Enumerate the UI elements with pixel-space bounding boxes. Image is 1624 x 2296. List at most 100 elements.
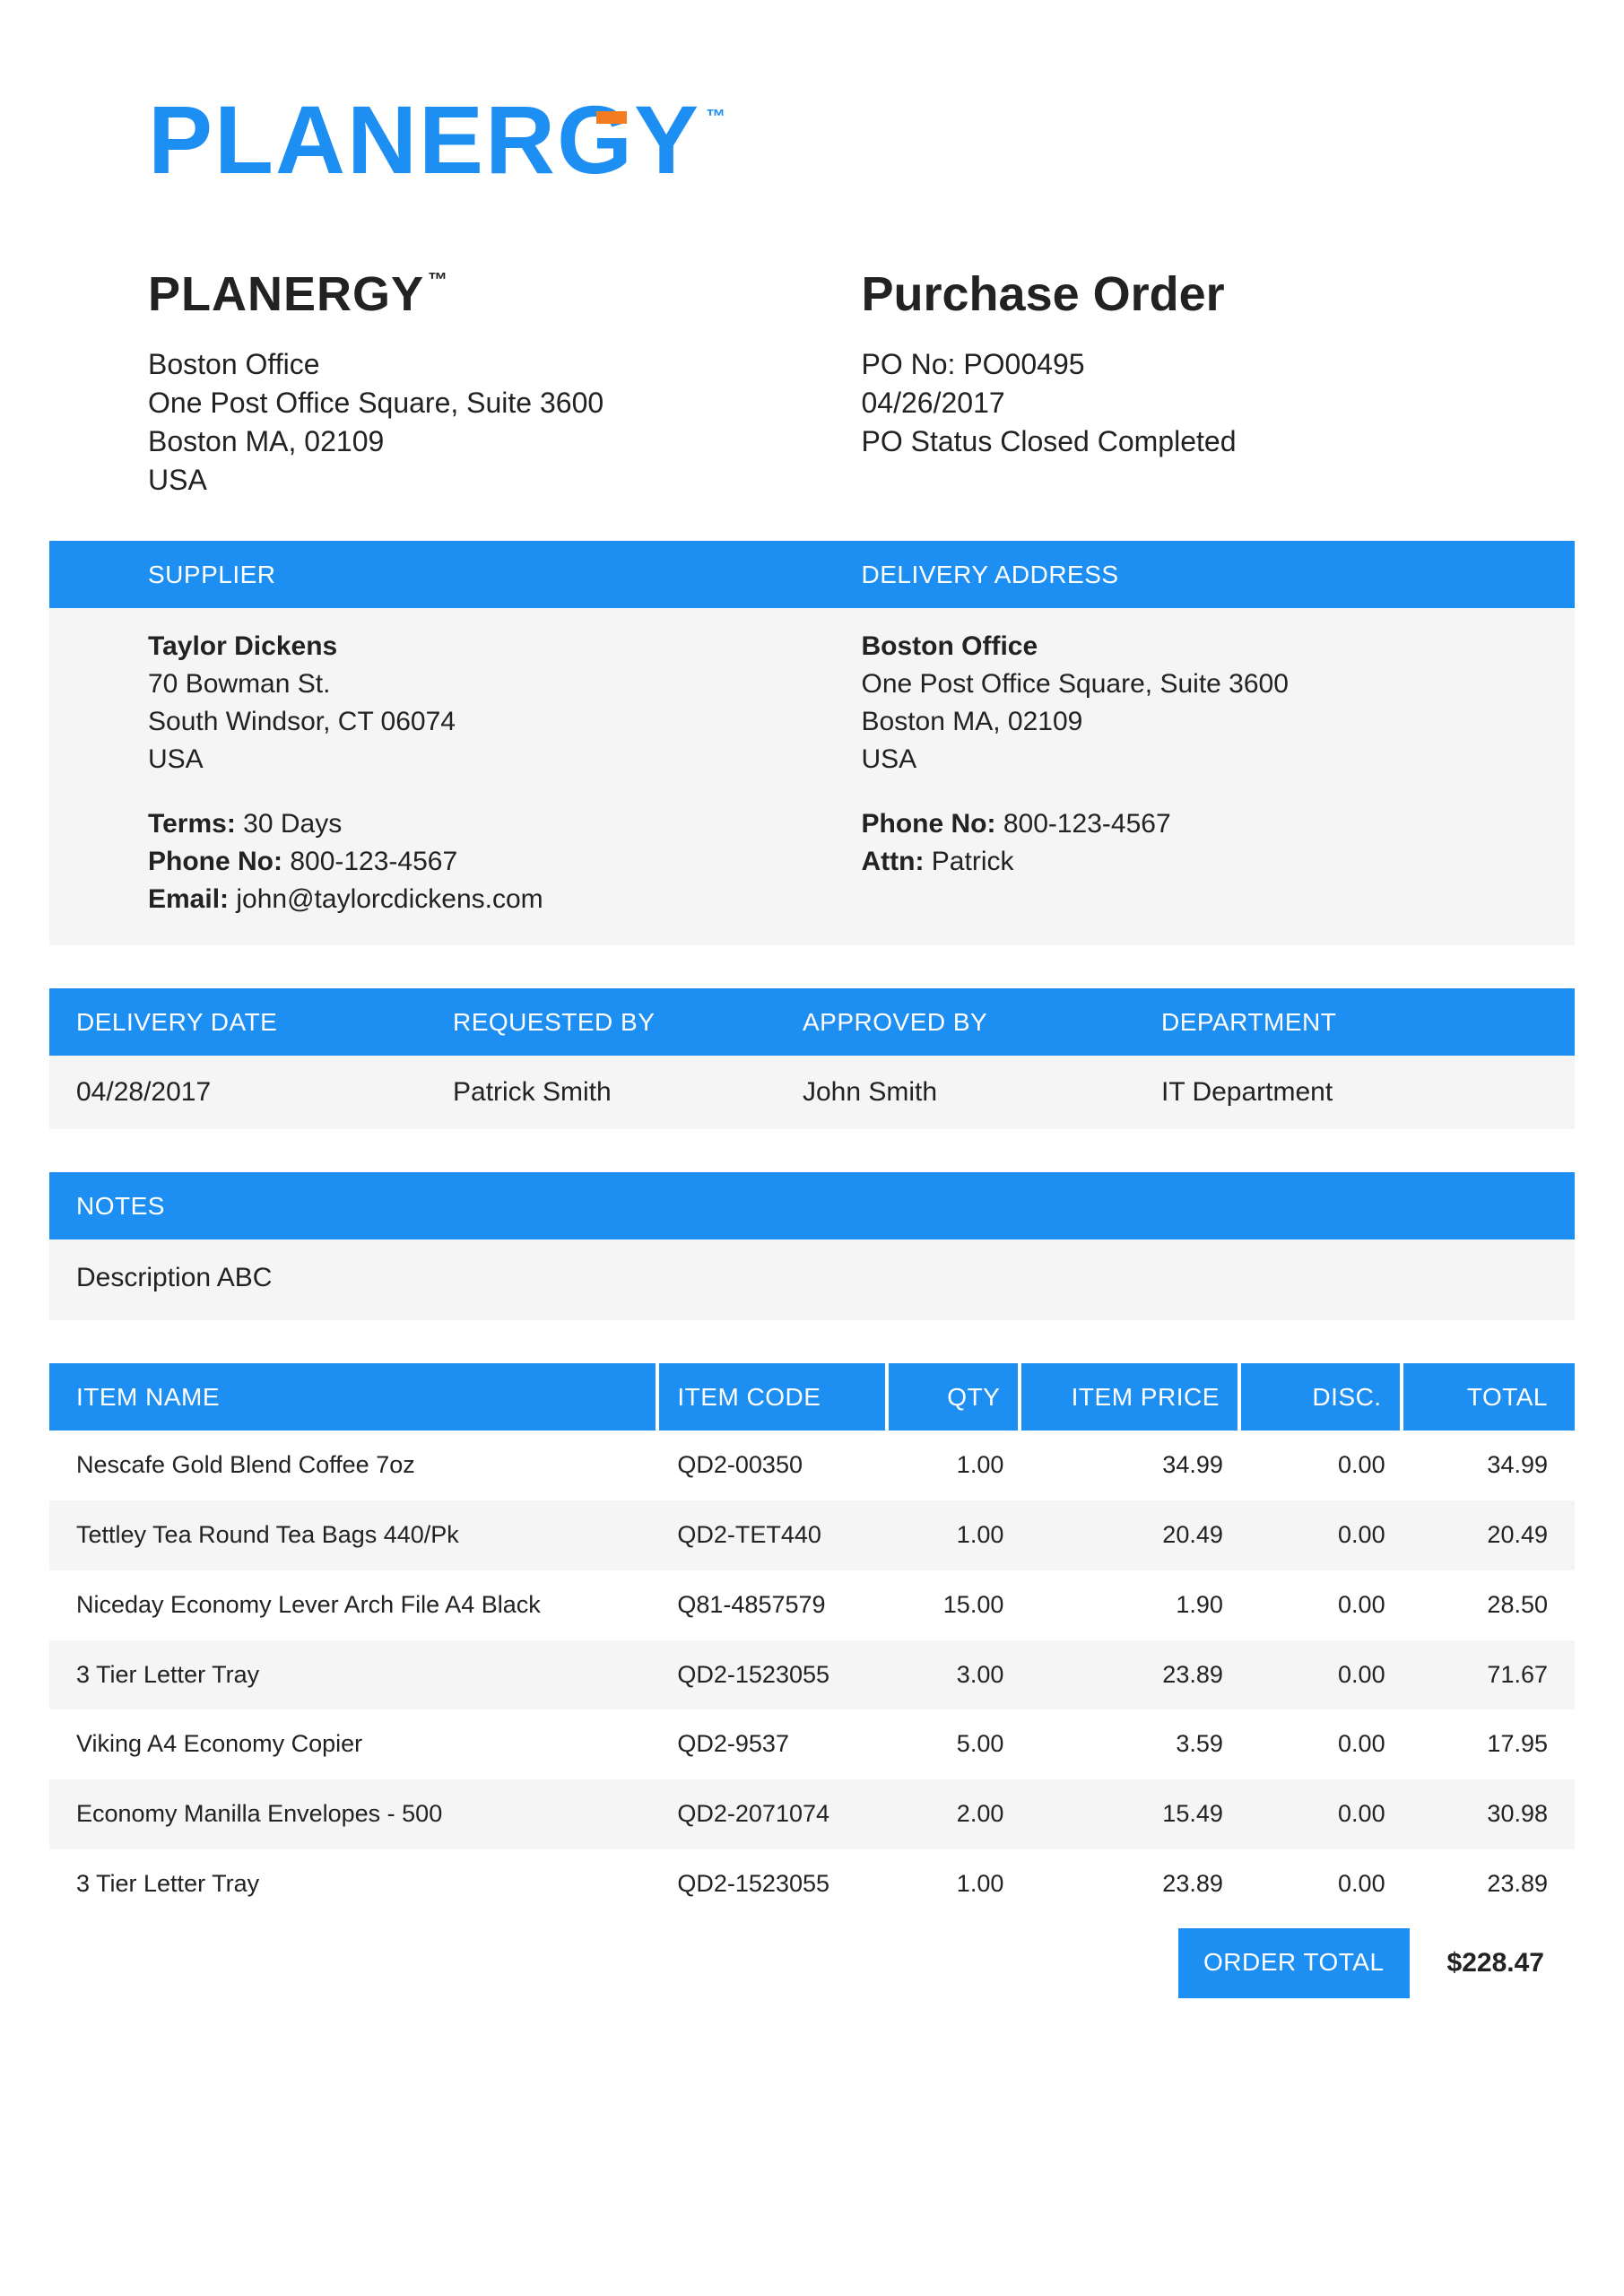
notes-section: NOTES Description ABC	[49, 1172, 1575, 1320]
item-code: QD2-9537	[659, 1709, 888, 1779]
delivery-name: Boston Office	[862, 628, 1576, 665]
brand-logo: PLANERGY™	[148, 72, 1575, 207]
item-qty: 1.00	[889, 1500, 1022, 1570]
item-name: Viking A4 Economy Copier	[49, 1709, 659, 1779]
delivery-phone-label: Phone No:	[862, 809, 1003, 839]
item-total: 30.98	[1403, 1779, 1575, 1849]
supplier-terms-label: Terms:	[148, 809, 243, 839]
item-qty: 15.00	[889, 1570, 1022, 1640]
table-row: Niceday Economy Lever Arch File A4 Black…	[49, 1570, 1575, 1640]
supplier-column: Taylor Dickens 70 Bowman St. South Winds…	[148, 628, 862, 918]
delivery-attn: Attn: Patrick	[862, 843, 1576, 881]
delivery-line1: One Post Office Square, Suite 3600	[862, 665, 1576, 703]
item-disc: 0.00	[1241, 1640, 1403, 1710]
item-qty: 2.00	[889, 1779, 1022, 1849]
item-qty: 5.00	[889, 1709, 1022, 1779]
item-name: Tettley Tea Round Tea Bags 440/Pk	[49, 1500, 659, 1570]
items-hdr-disc: DISC.	[1241, 1363, 1403, 1431]
delivery-attn-value: Patrick	[932, 847, 1014, 876]
delivery-country: USA	[862, 741, 1576, 778]
supplier-terms-value: 30 Days	[243, 809, 342, 839]
supplier-email-value: john@taylorcdickens.com	[236, 884, 543, 914]
header-row: PLANERGY™ Boston Office One Post Office …	[49, 261, 1575, 540]
item-qty: 3.00	[889, 1640, 1022, 1710]
items-hdr-total: TOTAL	[1403, 1363, 1575, 1431]
item-disc: 0.00	[1241, 1500, 1403, 1570]
info-delivery-date: 04/28/2017	[76, 1074, 453, 1111]
notes-header: NOTES	[49, 1172, 1575, 1239]
logo-tm: ™	[706, 103, 727, 131]
item-disc: 0.00	[1241, 1570, 1403, 1640]
item-disc: 0.00	[1241, 1849, 1403, 1919]
delivery-attn-label: Attn:	[862, 847, 932, 876]
info-header-row: DELIVERY DATE REQUESTED BY APPROVED BY D…	[49, 988, 1575, 1056]
info-hdr-department: DEPARTMENT	[1161, 1004, 1575, 1039]
item-code: QD2-1523055	[659, 1849, 888, 1919]
document-title: Purchase Order	[862, 261, 1576, 329]
company-country: USA	[148, 461, 862, 500]
supplier-delivery-header: SUPPLIER DELIVERY ADDRESS	[49, 541, 1575, 608]
purchase-order-document: PLANERGY™ PLANERGY™ Boston Office One Po…	[0, 0, 1624, 2052]
item-price: 34.99	[1021, 1431, 1241, 1500]
order-total-value: $228.47	[1410, 1928, 1575, 1998]
item-price: 3.59	[1021, 1709, 1241, 1779]
info-department: IT Department	[1161, 1074, 1575, 1111]
item-code: QD2-00350	[659, 1431, 888, 1500]
table-row: Nescafe Gold Blend Coffee 7ozQD2-003501.…	[49, 1431, 1575, 1500]
delivery-column: Boston Office One Post Office Square, Su…	[862, 628, 1576, 918]
supplier-terms: Terms: 30 Days	[148, 805, 862, 843]
items-hdr-qty: QTY	[889, 1363, 1022, 1431]
po-number: PO No: PO00495	[862, 345, 1576, 384]
supplier-header-label: SUPPLIER	[148, 557, 862, 592]
notes-body: Description ABC	[49, 1239, 1575, 1320]
supplier-name: Taylor Dickens	[148, 628, 862, 665]
item-code: QD2-1523055	[659, 1640, 888, 1710]
logo-wordmark: PLANERGY™	[148, 72, 727, 207]
item-name: 3 Tier Letter Tray	[49, 1849, 659, 1919]
table-row: Viking A4 Economy CopierQD2-95375.003.59…	[49, 1709, 1575, 1779]
po-block: Purchase Order PO No: PO00495 04/26/2017…	[862, 261, 1576, 500]
table-row: Tettley Tea Round Tea Bags 440/PkQD2-TET…	[49, 1500, 1575, 1570]
info-hdr-requested-by: REQUESTED BY	[453, 1004, 803, 1039]
po-no-label: PO No:	[862, 348, 964, 380]
info-body-row: 04/28/2017 Patrick Smith John Smith IT D…	[49, 1056, 1575, 1129]
po-date: 04/26/2017	[862, 384, 1576, 422]
info-hdr-approved-by: APPROVED BY	[803, 1004, 1161, 1039]
company-tm: ™	[428, 268, 448, 291]
table-row: Economy Manilla Envelopes - 500QD2-20710…	[49, 1779, 1575, 1849]
item-name: Economy Manilla Envelopes - 500	[49, 1779, 659, 1849]
item-total: 34.99	[1403, 1431, 1575, 1500]
po-status: PO Status Closed Completed	[862, 422, 1576, 461]
company-address-line1: One Post Office Square, Suite 3600	[148, 384, 862, 422]
item-price: 15.49	[1021, 1779, 1241, 1849]
items-table: ITEM NAME ITEM CODE QTY ITEM PRICE DISC.…	[49, 1363, 1575, 1919]
info-requested-by: Patrick Smith	[453, 1074, 803, 1111]
items-header-row: ITEM NAME ITEM CODE QTY ITEM PRICE DISC.…	[49, 1363, 1575, 1431]
item-price: 23.89	[1021, 1640, 1241, 1710]
item-code: QD2-TET440	[659, 1500, 888, 1570]
company-name: PLANERGY™	[148, 261, 862, 329]
table-row: 3 Tier Letter TrayQD2-15230553.0023.890.…	[49, 1640, 1575, 1710]
item-qty: 1.00	[889, 1849, 1022, 1919]
order-total-row: ORDER TOTAL $228.47	[49, 1928, 1575, 1998]
info-section: DELIVERY DATE REQUESTED BY APPROVED BY D…	[49, 988, 1575, 1129]
delivery-phone: Phone No: 800-123-4567	[862, 805, 1576, 843]
company-block: PLANERGY™ Boston Office One Post Office …	[148, 261, 862, 500]
po-no-value: PO00495	[963, 348, 1084, 380]
supplier-phone-label: Phone No:	[148, 847, 290, 876]
company-office: Boston Office	[148, 345, 862, 384]
supplier-email: Email: john@taylorcdickens.com	[148, 881, 862, 918]
items-hdr-price: ITEM PRICE	[1021, 1363, 1241, 1431]
item-price: 20.49	[1021, 1500, 1241, 1570]
delivery-line2: Boston MA, 02109	[862, 703, 1576, 741]
item-disc: 0.00	[1241, 1779, 1403, 1849]
info-approved-by: John Smith	[803, 1074, 1161, 1111]
items-hdr-name: ITEM NAME	[49, 1363, 659, 1431]
item-total: 28.50	[1403, 1570, 1575, 1640]
item-name: Niceday Economy Lever Arch File A4 Black	[49, 1570, 659, 1640]
item-total: 71.67	[1403, 1640, 1575, 1710]
supplier-line2: South Windsor, CT 06074	[148, 703, 862, 741]
supplier-delivery-body: Taylor Dickens 70 Bowman St. South Winds…	[49, 608, 1575, 945]
item-disc: 0.00	[1241, 1431, 1403, 1500]
supplier-phone: Phone No: 800-123-4567	[148, 843, 862, 881]
